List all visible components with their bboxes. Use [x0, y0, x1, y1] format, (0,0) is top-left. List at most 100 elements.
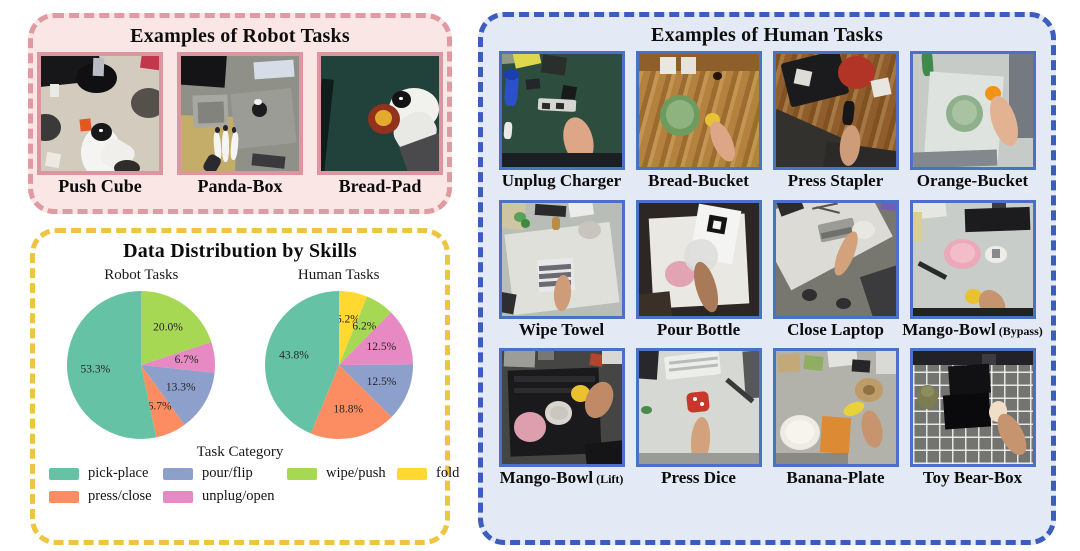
photo-shape: [947, 363, 991, 396]
task-label-close-laptop: Close Laptop: [787, 319, 884, 339]
task-card-bread-bucket: Bread-Bucket: [635, 51, 762, 191]
photo-shape: [863, 385, 876, 396]
photo-shape: [841, 100, 855, 126]
task-card-push-cube: Push Cube: [37, 52, 163, 197]
legend-item-wipe-push: wipe/push: [287, 465, 397, 482]
task-photo-press-stapler: [772, 51, 899, 170]
pie-subtitle-robot-tasks: Robot Tasks: [104, 267, 179, 283]
photo-shape: [537, 351, 555, 361]
legend-swatch-pick-place: [49, 467, 79, 480]
pie-percent-label: 12.5%: [366, 376, 396, 388]
pie-percent-label: 53.3%: [81, 363, 111, 375]
photo-shape: [253, 59, 295, 80]
photo-shape: [584, 439, 622, 465]
photo-shape: [640, 405, 652, 414]
legend-swatch-wipe-push: [287, 467, 317, 480]
photo-shape: [197, 101, 224, 124]
photo-shape: [513, 211, 526, 222]
photo-shape: [793, 68, 812, 86]
photo-shape: [837, 56, 876, 90]
pie-slice-pour-flip: [141, 365, 215, 425]
task-photo-bread-bucket: [635, 51, 762, 170]
robot-task-grid: Push Cube Panda-Box Bread-Pad: [33, 52, 447, 197]
task-label-wipe-towel: Wipe Towel: [518, 319, 605, 339]
pie-subtitle-human-tasks: Human Tasks: [297, 267, 380, 283]
photo-shape: [912, 211, 923, 242]
task-label-press-stapler: Press Stapler: [787, 171, 884, 190]
photo-shape: [513, 376, 596, 382]
photo-shape: [666, 100, 694, 129]
photo-shape: [230, 87, 297, 149]
photo-shape: [560, 84, 577, 101]
photo-shape: [851, 359, 871, 374]
photo-shape: [541, 54, 568, 76]
legend-label-unplug-open: unplug/open: [202, 488, 275, 504]
task-category-legend: Task Category pick-place pour/flip wipe/pu…: [35, 444, 459, 505]
pie-figure-robot-tasks: Robot Tasks 20.0% 6.7% 13.3% 6.7% 53.3%: [50, 267, 232, 443]
photo-shape: [638, 351, 659, 380]
photo-shape: [181, 56, 228, 88]
photo-shape: [551, 217, 561, 230]
photo-shape: [859, 265, 896, 316]
photo-shape: [555, 102, 565, 109]
pie-chart-human-tasks: 6.2%6.2% 12.5% 12.5% 18.8% 43.8%: [264, 291, 413, 440]
pie-figure-human-tasks: Human Tasks 6.2% 6.2% 12.5% 12.5% 18.8% 43.8%: [248, 267, 430, 443]
photo-shape: [712, 220, 722, 230]
photo-shape: [949, 243, 975, 263]
task-photo-pour-bottle: [635, 199, 762, 319]
photo-shape: [501, 153, 622, 167]
pie-percent-label: 6.7%: [148, 401, 172, 413]
photo-shape: [223, 125, 229, 131]
legend-swatch-pour-flip: [163, 467, 193, 480]
photo-shape: [231, 127, 237, 134]
pie-slice-wipe-push: [141, 291, 212, 365]
photo-shape: [869, 77, 892, 98]
legend-label-press-close: press/close: [88, 488, 152, 504]
legend-swatch-unplug-open: [163, 490, 193, 503]
pie-percent-label: 18.8%: [333, 404, 363, 416]
task-label-banana-plate: Banana-Plate: [786, 468, 885, 488]
pie-percent-label: 43.8%: [279, 350, 309, 362]
photo-shape: [549, 405, 568, 421]
photo-shape: [858, 408, 887, 451]
task-card-toy-bear-box: Toy Bear-Box: [909, 348, 1036, 488]
photo-shape: [786, 420, 814, 445]
legend-item-fold: fold: [397, 465, 459, 482]
task-label-orange-bucket: Orange-Bucket: [916, 171, 1029, 190]
task-card-press-stapler: Press Stapler: [772, 51, 899, 191]
photo-shape: [699, 402, 704, 407]
pie-slice-press-close: [141, 365, 185, 438]
legend-swatch-fold: [397, 467, 427, 480]
task-photo-close-laptop: [772, 199, 899, 319]
photo-shape: [130, 88, 159, 119]
photo-shape: [775, 453, 848, 465]
pie-chart-robot-tasks: 20.0% 6.7% 13.3% 6.7% 53.3%: [67, 291, 216, 439]
task-card-orange-bucket: Orange-Bucket: [909, 51, 1036, 191]
task-card-press-dice: Press Dice: [635, 348, 762, 488]
photo-shape: [835, 297, 852, 309]
task-label-bread-pad: Bread-Pad: [338, 176, 422, 196]
task-label-suffix: (Bypass): [995, 323, 1043, 338]
pie-percent-label: 6.2%: [352, 320, 376, 332]
skills-distribution-panel: Data Distribution by Skills Robot Tasks 2…: [30, 228, 459, 545]
photo-shape: [114, 159, 141, 171]
photo-shape: [876, 351, 896, 374]
pie-slice-pour-flip: [338, 364, 413, 417]
task-card-panda-box: Panda-Box: [177, 52, 303, 197]
photo-shape: [942, 392, 991, 430]
photo-shape: [542, 102, 551, 109]
legend-item-pick-place: pick-place: [49, 465, 163, 482]
pie-slice-press-close: [310, 365, 392, 440]
task-photo-orange-bucket: [909, 51, 1036, 170]
photo-shape: [215, 127, 220, 134]
photo-shape: [92, 58, 104, 77]
photo-shape: [660, 57, 676, 75]
task-card-pour-bottle: Pour Bottle: [635, 199, 762, 340]
photo-shape: [525, 78, 541, 90]
photo-shape: [254, 98, 263, 106]
photo-shape: [991, 409, 1033, 461]
photo-shape: [704, 117, 740, 165]
photo-shape: [991, 249, 1001, 259]
photo-shape: [991, 202, 1007, 210]
robot-panel-title: Examples of Robot Tasks: [130, 25, 350, 47]
